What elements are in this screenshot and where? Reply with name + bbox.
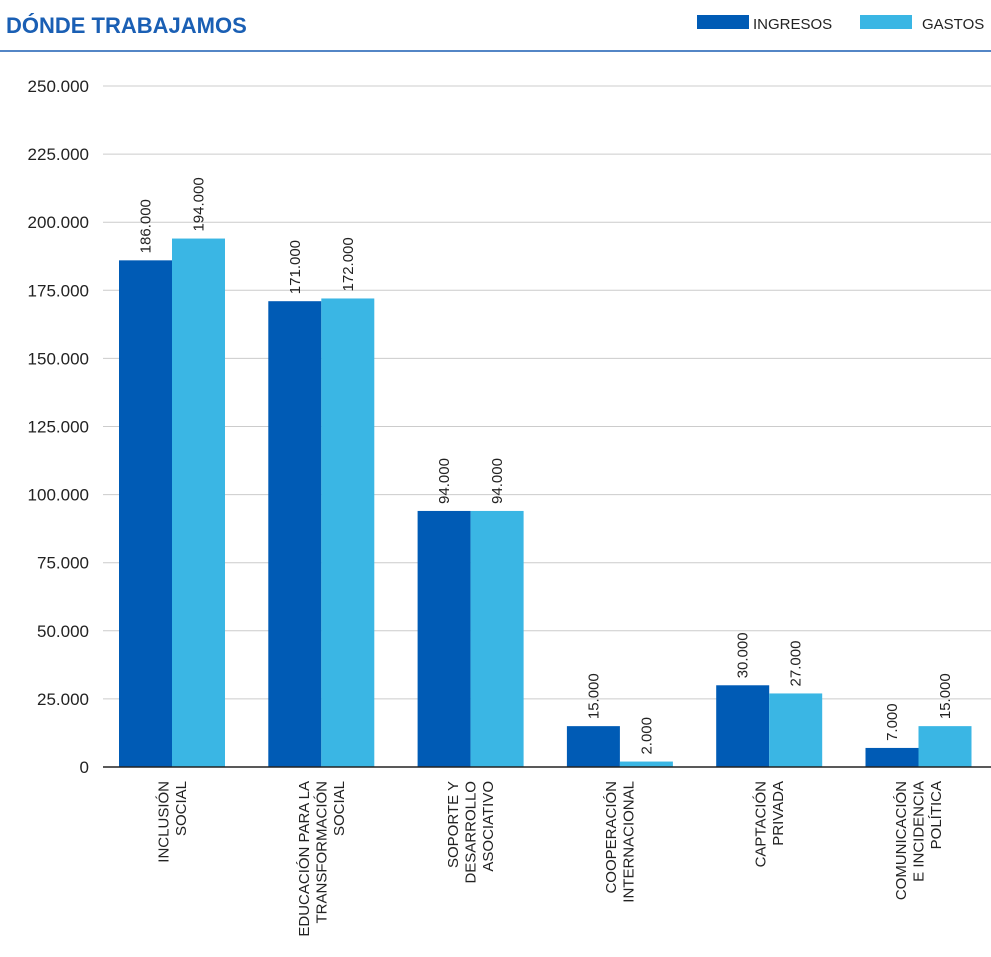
bar-ingresos [417,510,471,767]
x-category-label: SOCIAL [331,781,348,836]
legend-swatch-gastos [860,15,912,29]
x-category-label: SOPORTE Y [445,781,462,868]
y-tick-label: 0 [80,758,89,777]
x-category-label: DESARROLLO [463,781,480,884]
y-tick-label: 200.000 [28,213,89,232]
bar-gastos [321,298,375,767]
value-label-ingresos: 171.000 [287,240,304,294]
value-label-gastos: 27.000 [788,641,805,687]
y-tick-label: 75.000 [37,554,89,573]
x-category-label: TRANSFORMACIÓN [313,781,330,924]
x-category-label: COMUNICACIÓN [893,781,910,900]
y-tick-label: 250.000 [28,77,89,96]
bar-gastos [172,238,225,767]
legend-label-gastos: GASTOS [922,16,984,33]
bars [119,238,972,767]
bar-gastos [470,510,524,767]
chart-title: DÓNDE TRABAJAMOS [6,13,247,38]
x-category-label: E INCIDENCIA [911,781,928,882]
y-tick-label: 175.000 [28,281,89,300]
bar-gastos [769,693,823,767]
y-tick-label: 50.000 [37,622,89,641]
value-label-ingresos: 7.000 [884,703,901,741]
y-tick-label: 100.000 [28,486,89,505]
value-labels: 186.000 194.000 171.000 172.000 94.000 94.000… [138,177,955,754]
value-label-gastos: 15.000 [937,673,954,719]
y-tick-label: 25.000 [37,690,89,709]
bar-ingresos [119,260,172,767]
y-tick-label: 125.000 [28,418,89,437]
value-label-gastos: 2.000 [638,717,655,755]
bar-ingresos [268,301,322,767]
value-label-gastos: 172.000 [340,237,357,291]
legend-swatch-ingresos [697,15,749,29]
x-category-label: CAPTACIÓN [752,781,769,867]
gridlines [103,85,991,700]
value-label-ingresos: 30.000 [735,632,752,678]
x-category-label: INCLUSIÓN [155,781,172,863]
bar-gastos [619,761,673,767]
value-label-gastos: 94.000 [489,458,506,504]
x-category-label: PRIVADA [770,781,787,846]
category-labels: INCLUSIÓN SOCIAL EDUCACIÓN PARA LA TRANSFOR… [155,781,945,937]
x-category-label: EDUCACIÓN PARA LA [296,781,313,937]
x-category-label: POLÍTICA [928,781,945,849]
x-category-label: INTERNACIONAL [621,781,638,903]
value-label-ingresos: 94.000 [436,458,453,504]
value-label-ingresos: 15.000 [585,673,602,719]
value-label-gastos: 194.000 [191,177,208,231]
x-category-label: COOPERACIÓN [603,781,620,894]
y-axis-ticks: 0 25.000 50.000 75.000 100.000 125.000 150.000… [28,77,89,777]
y-tick-label: 150.000 [28,349,89,368]
x-category-label: ASOCIATIVO [480,781,497,872]
bar-ingresos [716,685,770,767]
y-tick-label: 225.000 [28,145,89,164]
legend-label-ingresos: INGRESOS [753,16,832,33]
bar-gastos [918,726,972,767]
bar-ingresos [566,726,620,767]
legend: INGRESOS GASTOS [697,15,984,33]
value-label-ingresos: 186.000 [138,199,155,253]
bar-ingresos [865,747,919,767]
x-category-label: SOCIAL [173,781,190,836]
